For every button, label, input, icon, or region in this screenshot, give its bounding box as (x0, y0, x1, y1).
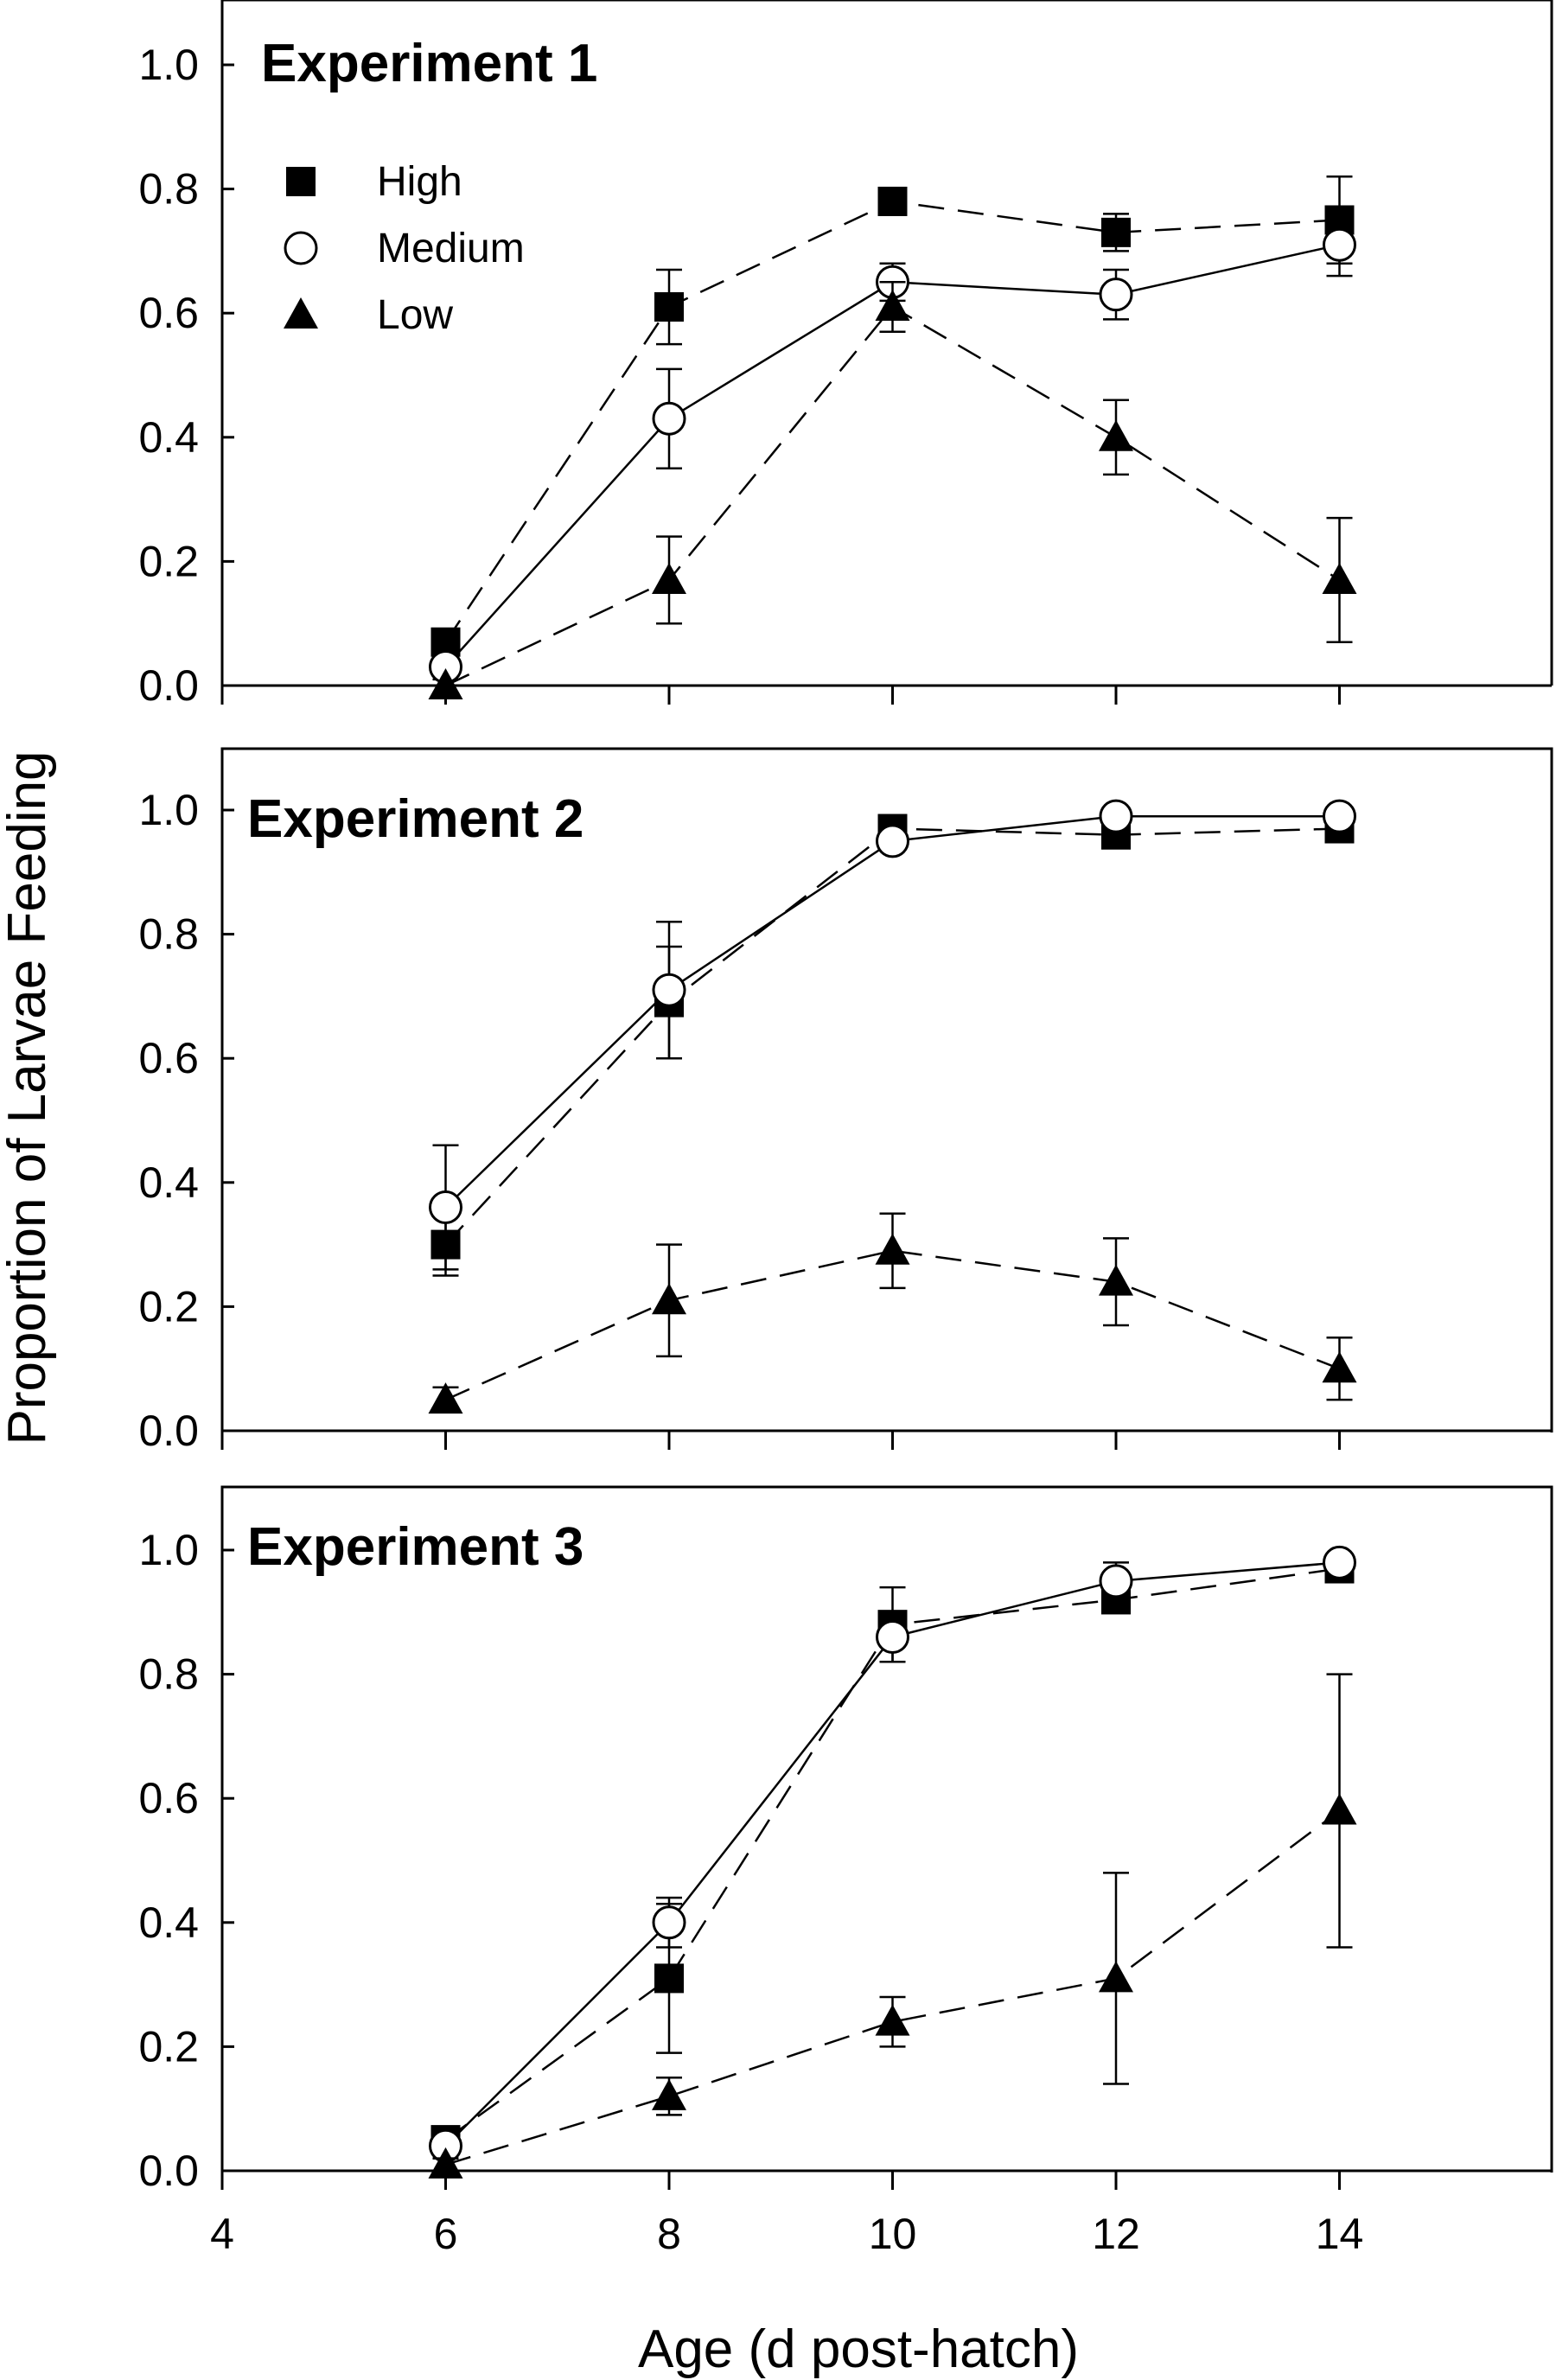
legend: High Medium Low (284, 159, 525, 338)
x-axis-title: Age (d post-hatch) (638, 2319, 1079, 2379)
data-point-medium (429, 1190, 462, 1225)
data-point-low (652, 2078, 686, 2110)
data-point-low (428, 1382, 463, 1414)
y-tick-label: 0.0 (138, 2147, 199, 2195)
data-point-low (875, 1233, 910, 1265)
data-point-low (1322, 562, 1357, 594)
panel-frame (220, 1485, 1553, 2173)
x-tick-label: 4 (210, 2210, 234, 2258)
y-tick-label: 0.0 (138, 661, 199, 710)
series-low (428, 281, 1357, 699)
data-point-medium (652, 1905, 686, 1940)
y-tick-label: 0.4 (138, 413, 199, 462)
data-point-medium (1323, 799, 1356, 833)
y-tick-label: 0.2 (138, 1282, 199, 1330)
data-point-medium (1323, 227, 1356, 262)
legend-marker-medium (284, 231, 318, 265)
y-tick-label: 1.0 (138, 41, 199, 89)
data-point-medium (876, 1620, 909, 1655)
legend-marker-low (284, 297, 318, 329)
data-point-medium (652, 973, 686, 1007)
legend-label-low: Low (377, 292, 453, 338)
data-point-low (1322, 1793, 1357, 1825)
data-point-low (1099, 1961, 1133, 1993)
data-point-medium (1099, 278, 1133, 312)
panel-title: Experiment 1 (261, 34, 597, 93)
x-tick-label: 10 (869, 2210, 917, 2258)
series-low (428, 1673, 1357, 2179)
chart-panel-1: 0.0 0.2 0.4 0.6 0.8 1.0 Experiment 1 (138, 0, 1553, 710)
data-point-low (1099, 1264, 1133, 1296)
x-tick-label: 12 (1092, 2210, 1140, 2258)
y-tick-label: 0.8 (138, 165, 199, 214)
legend-marker-high (286, 167, 316, 196)
data-point-medium (1099, 1564, 1133, 1598)
legend-label-high: High (377, 159, 462, 205)
y-tick-label: 0.4 (138, 1158, 199, 1207)
data-point-low (428, 668, 463, 699)
series-low (428, 1212, 1357, 1414)
series-medium (429, 1545, 1356, 2163)
data-point-medium (1099, 799, 1133, 833)
series-medium (429, 799, 1356, 1271)
chart-panel-2: 0.0 0.2 0.4 0.6 0.8 1.0 Experiment 2 (138, 747, 1553, 1455)
panel-frame (220, 747, 1553, 1432)
data-point-low (875, 2004, 910, 2036)
data-point-low (1099, 419, 1133, 451)
chart-panel-3: 0.0 0.2 0.4 0.6 0.8 1.0 4 6 8 10 12 14 Experiment 3 (138, 1485, 1553, 2258)
data-point-medium (652, 401, 686, 436)
data-point-medium (1323, 1545, 1356, 1579)
y-tick-label: 0.6 (138, 1034, 199, 1082)
panels-group: 0.00.20.40.60.81.0 Experiment 10.00.20.40… (138, 0, 1553, 2258)
y-tick-label: 0.2 (138, 2022, 199, 2071)
series-line-low (444, 1249, 1340, 1401)
panel-frame (220, 0, 1553, 686)
y-tick-label: 0.8 (138, 910, 199, 959)
data-point-low (652, 562, 686, 594)
data-point-high (1101, 217, 1131, 247)
y-tick-label: 0.6 (138, 1774, 199, 1822)
y-tick-label: 0.2 (138, 537, 199, 585)
data-point-low (875, 290, 910, 322)
y-axis-title: Proportion of Larvae Feeding (0, 750, 57, 1445)
y-tick-label: 0.0 (138, 1407, 199, 1455)
panel-title: Experiment 2 (247, 789, 584, 849)
x-tick-label: 6 (434, 2210, 458, 2258)
legend-label-medium: Medium (377, 226, 525, 271)
panel-title: Experiment 3 (247, 1517, 584, 1577)
x-tick-label: 8 (657, 2210, 681, 2258)
y-tick-label: 1.0 (138, 786, 199, 834)
data-point-medium (876, 824, 909, 858)
data-point-high (654, 292, 684, 322)
data-point-high (877, 186, 908, 216)
y-tick-label: 0.6 (138, 289, 199, 337)
data-point-high (654, 1963, 684, 1994)
data-point-low (1322, 1351, 1357, 1383)
data-point-low (652, 1283, 686, 1315)
data-point-low (428, 2147, 463, 2179)
y-tick-label: 0.4 (138, 1898, 199, 1947)
y-tick-label: 1.0 (138, 1526, 199, 1574)
y-tick-label: 0.8 (138, 1650, 199, 1699)
x-tick-label: 14 (1316, 2210, 1364, 2258)
